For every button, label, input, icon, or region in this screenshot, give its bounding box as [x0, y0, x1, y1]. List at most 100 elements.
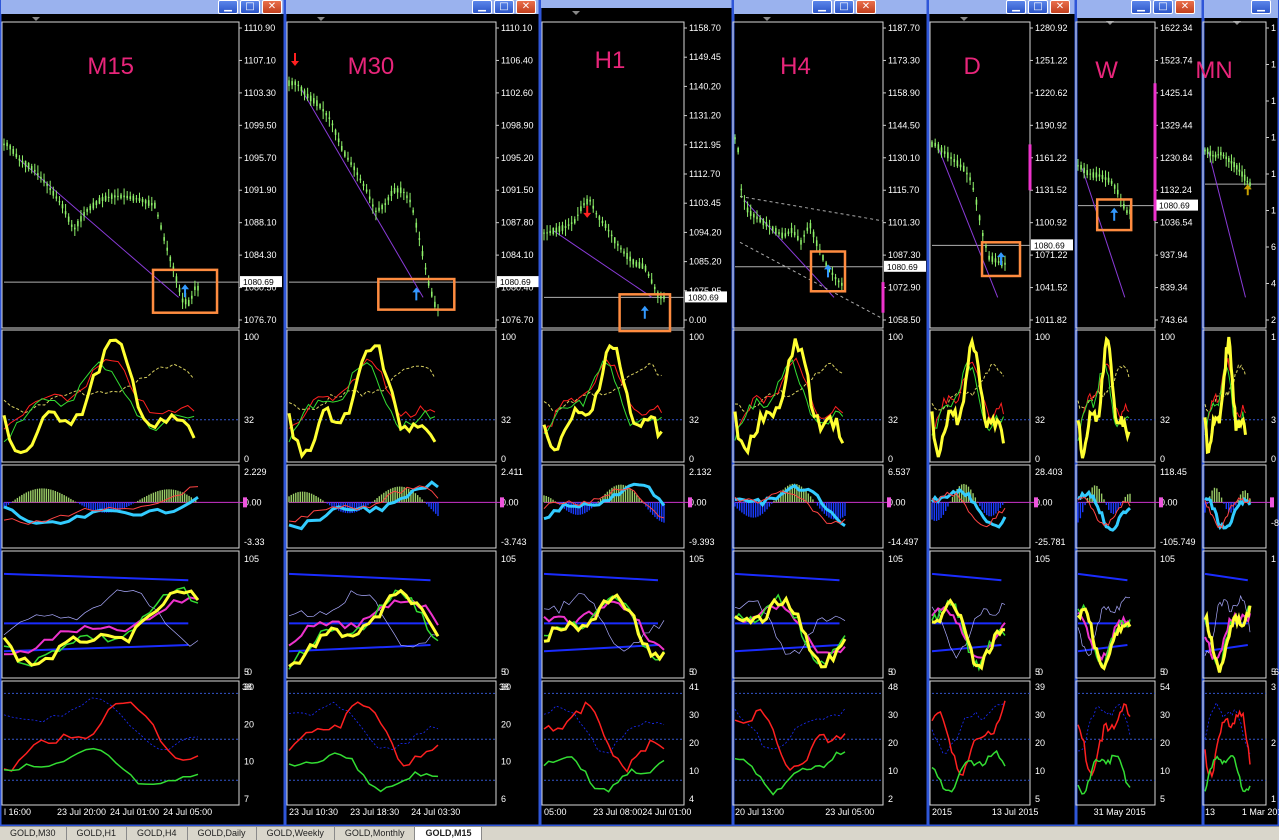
window-title-bar[interactable] [541, 0, 734, 8]
maximize-button[interactable]: □ [494, 0, 514, 14]
rsi-main [543, 593, 666, 662]
candle-body [37, 173, 39, 176]
timeframe-label: M30 [348, 53, 395, 80]
window-controls: ▁ □ ✕ [1131, 0, 1195, 14]
current-price-badge [497, 276, 539, 288]
candle-body [809, 223, 812, 229]
chart-window-d[interactable]: 1280.92 1251.22 1220.62 1190.92 1161.22 1131.… [926, 0, 1080, 828]
minimize-button[interactable]: ▁ [218, 0, 238, 14]
chart-window-m30[interactable]: 1110.10 1106.40 1102.60 1098.90 1095.20 1091.… [283, 0, 544, 828]
close-button[interactable]: ✕ [1175, 0, 1195, 14]
candle-body [604, 223, 607, 229]
candle-body [1104, 177, 1107, 180]
candle-body [635, 261, 638, 267]
stoch-tick-label: 32 [1160, 415, 1170, 425]
di-minus [543, 756, 665, 793]
candle-body [368, 196, 371, 200]
price-tick-label: 1 [1271, 133, 1276, 143]
stoch-red [3, 359, 195, 430]
price-tick-label: 1130.10 [888, 153, 920, 163]
tab-gold-m15[interactable]: GOLD,M15 [415, 827, 483, 840]
candle-body [740, 188, 743, 191]
candle-body [300, 86, 303, 92]
tab-gold-daily[interactable]: GOLD,Daily [188, 827, 257, 840]
candle-body [991, 256, 994, 262]
close-button[interactable]: ✕ [856, 0, 876, 14]
window-controls: ▁ □ ✕ [1006, 0, 1070, 14]
candle-body [110, 194, 113, 199]
price-tick-label: 1158.90 [888, 88, 920, 98]
candle-body [160, 225, 162, 230]
maximize-button[interactable]: □ [1153, 0, 1173, 14]
candle-body [759, 217, 761, 223]
stoch-main [2, 338, 196, 455]
tab-gold-h1[interactable]: GOLD,H1 [67, 827, 128, 840]
adx-line [931, 702, 1006, 754]
price-tick-label: 1144.50 [888, 120, 920, 130]
close-button[interactable]: ✕ [516, 0, 536, 14]
current-price-value: 1080.69 [1034, 240, 1065, 250]
time-axis-label: l 16:00 [4, 807, 31, 817]
shift-marker-icon [960, 17, 968, 21]
candle-body [641, 263, 644, 269]
stoch-tick-label: 32 [501, 415, 511, 425]
candle-body [985, 245, 987, 248]
candle-body [577, 214, 579, 216]
minimize-button[interactable]: ▁ [1131, 0, 1151, 14]
price-tick-label: 1173.30 [888, 55, 920, 65]
candle-body [316, 100, 318, 107]
price-tick-label: 1091.50 [501, 185, 534, 195]
candle-body [1126, 210, 1128, 214]
macd-signal [734, 490, 846, 525]
macd-main [1204, 496, 1252, 531]
macd-main [930, 487, 1007, 529]
tab-gold-m30[interactable]: GOLD,M30 [0, 827, 67, 840]
price-tick-label: 1329.44 [1160, 120, 1193, 130]
adx-tick-label: 5 [1160, 794, 1165, 804]
window-title-bar[interactable] [1, 0, 286, 14]
close-button[interactable]: ✕ [1050, 0, 1070, 14]
close-button[interactable]: ✕ [262, 0, 282, 14]
chart-window-m15[interactable]: 1110.90 1107.10 1103.30 1099.50 1095.70 1091.… [0, 0, 289, 828]
minimize-button[interactable]: ▁ [1251, 0, 1271, 14]
minimize-button[interactable]: ▁ [1006, 0, 1026, 14]
chart-window-h1[interactable]: 1158.70 1149.45 1140.20 1131.20 1121.95 1112.… [538, 0, 737, 828]
candle-body [1222, 154, 1225, 157]
chart-window-h4[interactable]: 1187.70 1173.30 1158.90 1144.50 1130.10 1115.… [731, 0, 932, 828]
rsi-tick-label: 0 [504, 667, 509, 677]
candle-body [430, 291, 433, 297]
adx-tick-label: 20 [689, 738, 699, 748]
di-minus [734, 751, 846, 796]
candle-body [975, 199, 978, 205]
tab-gold-weekly[interactable]: GOLD,Weekly [257, 827, 335, 840]
candle-body [931, 141, 933, 148]
adx-tick-label: 1 [1271, 794, 1276, 804]
candle-body [350, 162, 352, 165]
candle-body [309, 95, 312, 102]
candle-body [558, 226, 561, 232]
candle-body [564, 226, 567, 229]
price-tick-label: 1 [1271, 23, 1276, 33]
maximize-button[interactable]: □ [1028, 0, 1048, 14]
minimize-button[interactable]: ▁ [472, 0, 492, 14]
candle-body [89, 205, 92, 211]
adx-tick-label: 10 [1035, 766, 1045, 776]
macd-tick-label: 2.411 [501, 467, 523, 477]
candle-body [969, 177, 971, 181]
time-axis-label: 24 Jul 01:00 [642, 807, 691, 817]
candle-body [319, 104, 321, 109]
price-tick-label: 2 [1271, 315, 1276, 325]
stoch-tick-label: 3 [1271, 415, 1276, 425]
tab-gold-h4[interactable]: GOLD,H4 [127, 827, 188, 840]
maximize-button[interactable]: □ [240, 0, 260, 14]
minimize-button[interactable]: ▁ [812, 0, 832, 14]
candle-body [396, 188, 399, 193]
tab-gold-monthly[interactable]: GOLD,Monthly [335, 827, 416, 840]
maximize-button[interactable]: □ [834, 0, 854, 14]
macd-tick-label: -9.393 [689, 537, 715, 547]
chart-window-w[interactable]: 1622.34 1523.74 1425.14 1329.44 1230.84 1132.… [1074, 0, 1207, 828]
candle-body [101, 197, 104, 202]
stoch-signal-dashed [931, 363, 1004, 411]
macd-main [288, 480, 439, 531]
